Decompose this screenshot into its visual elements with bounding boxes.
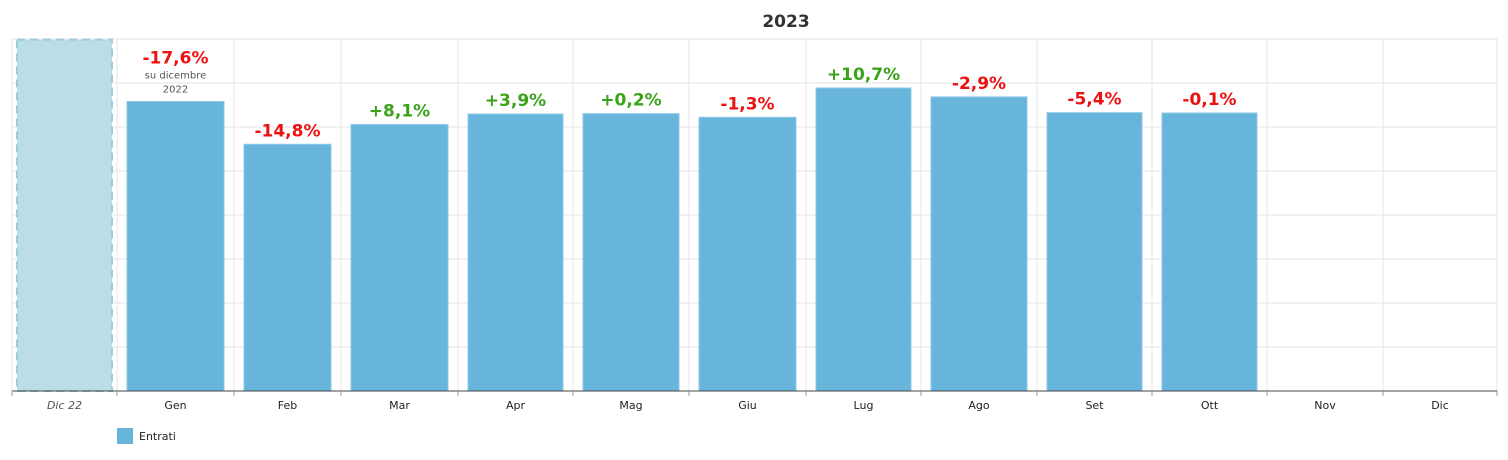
bar xyxy=(467,113,564,392)
change-label: -5,4% xyxy=(1067,90,1121,110)
change-label: +8,1% xyxy=(369,102,430,122)
change-label: -1,3% xyxy=(720,94,774,114)
x-tick-label: Giu xyxy=(738,399,757,412)
change-label: -2,9% xyxy=(952,74,1006,94)
bar xyxy=(243,143,332,392)
bar xyxy=(582,113,680,392)
change-label: -14,8% xyxy=(254,121,320,141)
chart-title: 2023 xyxy=(762,12,809,32)
x-tick-label: Apr xyxy=(506,399,526,412)
bar xyxy=(126,101,225,392)
change-labels: -17,6% su dicembre 2022 -14,8% +8,1% +3,9% +0,… xyxy=(142,49,1236,142)
change-label: -0,1% xyxy=(1182,90,1236,110)
legend[interactable]: Entrati xyxy=(117,428,176,444)
x-tick-label: Dic xyxy=(1431,399,1449,412)
bars xyxy=(16,38,1258,392)
change-note: 2022 xyxy=(163,85,188,96)
bar xyxy=(350,124,449,392)
change-label: +10,7% xyxy=(827,65,900,85)
bar xyxy=(930,96,1028,392)
change-label: -17,6% xyxy=(142,49,208,69)
x-tick-label: Mar xyxy=(389,399,410,412)
bar-previous xyxy=(16,38,113,392)
x-tick-label: Mag xyxy=(619,399,642,412)
change-note: su dicembre xyxy=(145,71,207,82)
legend-label: Entrati xyxy=(139,430,176,443)
x-tick-label: Ott xyxy=(1201,399,1219,412)
x-tick-label: Nov xyxy=(1314,399,1336,412)
x-tick-label: Ago xyxy=(968,399,990,412)
legend-swatch xyxy=(117,428,133,444)
x-tick-label: Set xyxy=(1085,399,1104,412)
change-label: +0,2% xyxy=(600,91,661,111)
bar xyxy=(698,116,797,392)
x-axis: Dic 22 Gen Feb Mar Apr Mag Giu Lug Ago Set Ott Nov D… xyxy=(11,390,1498,412)
x-tick-label-previous: Dic 22 xyxy=(47,399,82,412)
x-tick-label: Feb xyxy=(278,399,297,412)
change-label: +3,9% xyxy=(485,91,546,111)
x-tick-label: Gen xyxy=(164,399,186,412)
x-tick-label: Lug xyxy=(854,399,874,412)
bar xyxy=(1046,112,1143,392)
bar xyxy=(1161,112,1258,392)
bar xyxy=(815,87,912,392)
